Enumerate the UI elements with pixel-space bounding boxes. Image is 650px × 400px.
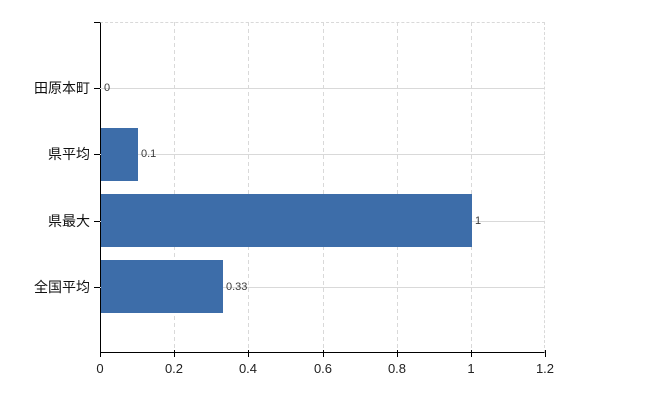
vertical-gridline bbox=[397, 22, 398, 353]
x-tick-mark bbox=[471, 350, 472, 357]
plot-area bbox=[100, 22, 545, 353]
bar-label: 1 bbox=[475, 215, 482, 227]
x-tick-label: 0 bbox=[96, 361, 104, 376]
x-tick-label: 0.8 bbox=[387, 361, 407, 376]
x-tick-mark bbox=[248, 350, 249, 357]
category-label: 県平均 bbox=[48, 146, 90, 162]
x-tick-mark bbox=[397, 350, 398, 357]
y-tick-mark bbox=[94, 22, 100, 23]
category-label: 田原本町 bbox=[34, 80, 90, 96]
horizontal-gridline bbox=[100, 154, 545, 155]
x-tick-mark bbox=[100, 350, 101, 357]
category-label: 県最大 bbox=[48, 213, 90, 229]
bar-label: 0.33 bbox=[226, 281, 248, 293]
category-label: 全国平均 bbox=[34, 279, 90, 295]
bar bbox=[101, 128, 138, 181]
vertical-gridline bbox=[174, 22, 175, 353]
x-tick-label: 1 bbox=[467, 361, 475, 376]
x-tick-label: 0.6 bbox=[313, 361, 333, 376]
x-tick-mark bbox=[323, 350, 324, 357]
x-tick-label: 0.4 bbox=[238, 361, 258, 376]
vertical-gridline bbox=[323, 22, 324, 353]
x-tick-mark bbox=[174, 350, 175, 357]
bar-label: 0 bbox=[104, 82, 111, 94]
bar bbox=[101, 260, 223, 313]
vertical-gridline bbox=[248, 22, 249, 353]
x-tick-label: 1.2 bbox=[535, 361, 555, 376]
bar bbox=[101, 194, 472, 247]
x-tick-label: 0.2 bbox=[164, 361, 184, 376]
horizontal-gridline bbox=[100, 88, 545, 89]
y-tick-mark bbox=[94, 88, 100, 89]
horizontal-gridline bbox=[100, 287, 545, 288]
bar-label: 0.1 bbox=[141, 148, 157, 160]
x-tick-mark bbox=[545, 350, 546, 357]
vertical-gridline bbox=[471, 22, 472, 353]
y-tick-mark bbox=[94, 287, 100, 288]
y-tick-mark bbox=[94, 221, 100, 222]
y-tick-mark bbox=[94, 154, 100, 155]
